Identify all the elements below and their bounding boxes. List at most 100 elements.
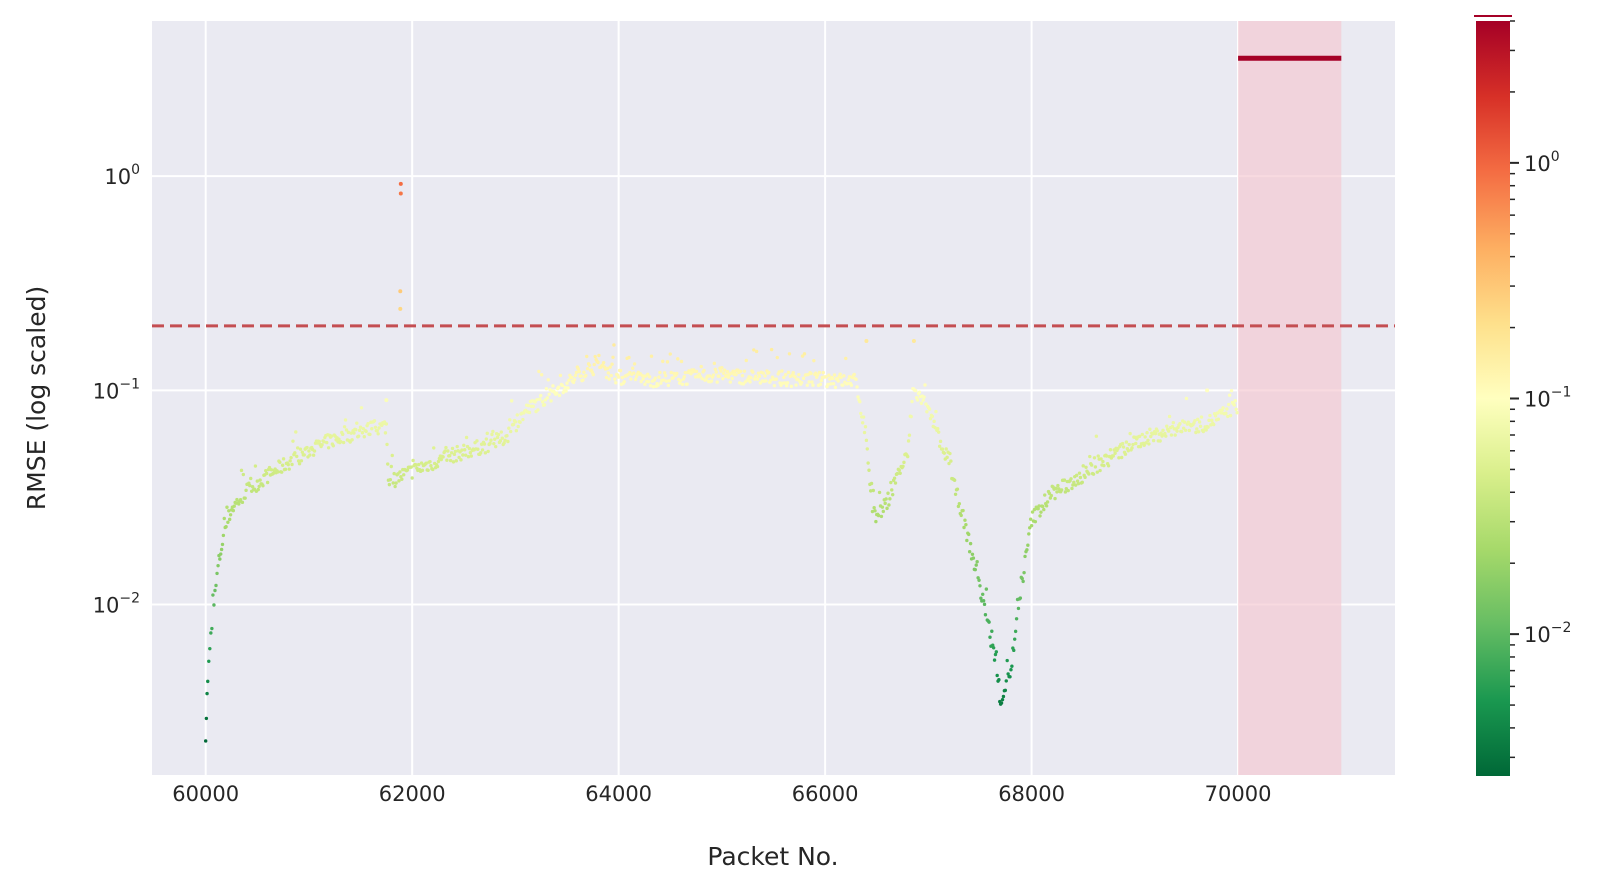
data-point xyxy=(1175,429,1179,433)
data-point xyxy=(826,382,830,387)
data-point xyxy=(977,578,981,582)
data-point xyxy=(584,373,588,378)
data-point xyxy=(445,458,449,462)
data-point xyxy=(1170,424,1175,429)
y-tick-label: 10−2 xyxy=(93,591,140,618)
data-point xyxy=(388,477,393,482)
data-point xyxy=(343,418,348,422)
data-point xyxy=(264,471,269,476)
data-point xyxy=(1012,648,1016,653)
data-point xyxy=(565,381,569,385)
data-point xyxy=(713,367,718,372)
data-point xyxy=(833,385,838,390)
data-point xyxy=(805,383,809,387)
data-point xyxy=(901,464,905,468)
data-point xyxy=(280,470,284,474)
data-point xyxy=(1055,490,1059,494)
data-point xyxy=(714,370,718,374)
data-point xyxy=(1089,463,1094,467)
data-point xyxy=(549,399,553,403)
colorbar-tick-label: 10−2 xyxy=(1524,620,1571,647)
data-point xyxy=(1123,452,1128,456)
data-point xyxy=(405,468,410,472)
data-point xyxy=(516,424,520,429)
data-point xyxy=(587,363,592,367)
data-point xyxy=(466,455,471,459)
data-point xyxy=(393,484,397,489)
data-point xyxy=(509,399,514,403)
data-point xyxy=(607,377,611,381)
data-point xyxy=(975,559,979,564)
data-point xyxy=(669,370,673,375)
data-point xyxy=(865,447,869,451)
data-point xyxy=(1063,490,1068,494)
data-point xyxy=(841,383,845,387)
data-point xyxy=(1193,418,1197,423)
data-point xyxy=(537,369,541,374)
data-point xyxy=(291,439,295,443)
data-point xyxy=(629,377,633,381)
data-point xyxy=(579,374,583,378)
data-point xyxy=(495,435,500,440)
data-point xyxy=(1087,472,1091,476)
data-point xyxy=(237,502,241,506)
data-point xyxy=(922,395,926,399)
y-tick-label: 100 xyxy=(104,162,140,189)
colorbar xyxy=(1476,21,1510,776)
data-point xyxy=(400,477,404,481)
data-point xyxy=(269,468,274,472)
data-point xyxy=(793,375,797,379)
data-point xyxy=(463,453,468,457)
data-point xyxy=(1108,448,1113,452)
data-point xyxy=(535,397,539,402)
data-point xyxy=(224,525,228,529)
data-point xyxy=(249,476,253,481)
data-point xyxy=(527,410,532,415)
data-point xyxy=(302,453,306,457)
data-point xyxy=(596,360,600,365)
data-point xyxy=(1036,507,1040,511)
data-point xyxy=(810,380,814,384)
data-point xyxy=(366,421,370,426)
data-point xyxy=(469,454,473,458)
data-point xyxy=(222,516,226,521)
data-point xyxy=(357,428,362,433)
data-point xyxy=(1026,543,1030,547)
data-point xyxy=(740,373,745,378)
data-point xyxy=(411,458,415,463)
outlier-point xyxy=(398,289,403,294)
data-point xyxy=(261,484,265,488)
data-point xyxy=(1153,431,1158,436)
data-point xyxy=(325,440,329,445)
x-tick-label: 60000 xyxy=(172,782,239,806)
data-point xyxy=(1119,455,1124,460)
plot-background xyxy=(152,21,1395,775)
data-point xyxy=(754,349,759,354)
y-axis-ticks: 10−2 10−1 100 xyxy=(93,162,140,617)
data-point xyxy=(591,372,596,377)
y-axis-label: RMSE (log scaled) xyxy=(22,286,51,510)
data-point xyxy=(326,446,331,450)
data-point xyxy=(772,383,777,388)
data-point xyxy=(627,355,631,360)
data-point xyxy=(289,455,293,460)
data-point xyxy=(387,482,392,487)
data-point xyxy=(208,646,212,651)
data-point xyxy=(662,371,667,375)
data-point xyxy=(965,538,969,543)
data-point xyxy=(886,491,890,495)
data-point xyxy=(539,373,544,377)
data-point xyxy=(1232,403,1237,407)
data-point xyxy=(1102,463,1106,468)
data-point xyxy=(1092,456,1097,460)
data-point xyxy=(370,427,374,431)
data-point xyxy=(702,368,706,373)
data-point xyxy=(221,533,226,538)
data-point xyxy=(942,451,947,455)
data-point xyxy=(264,468,268,473)
data-point xyxy=(280,463,285,467)
data-point xyxy=(368,432,372,437)
data-point xyxy=(515,413,519,417)
data-point xyxy=(981,592,985,596)
data-point xyxy=(475,439,479,443)
